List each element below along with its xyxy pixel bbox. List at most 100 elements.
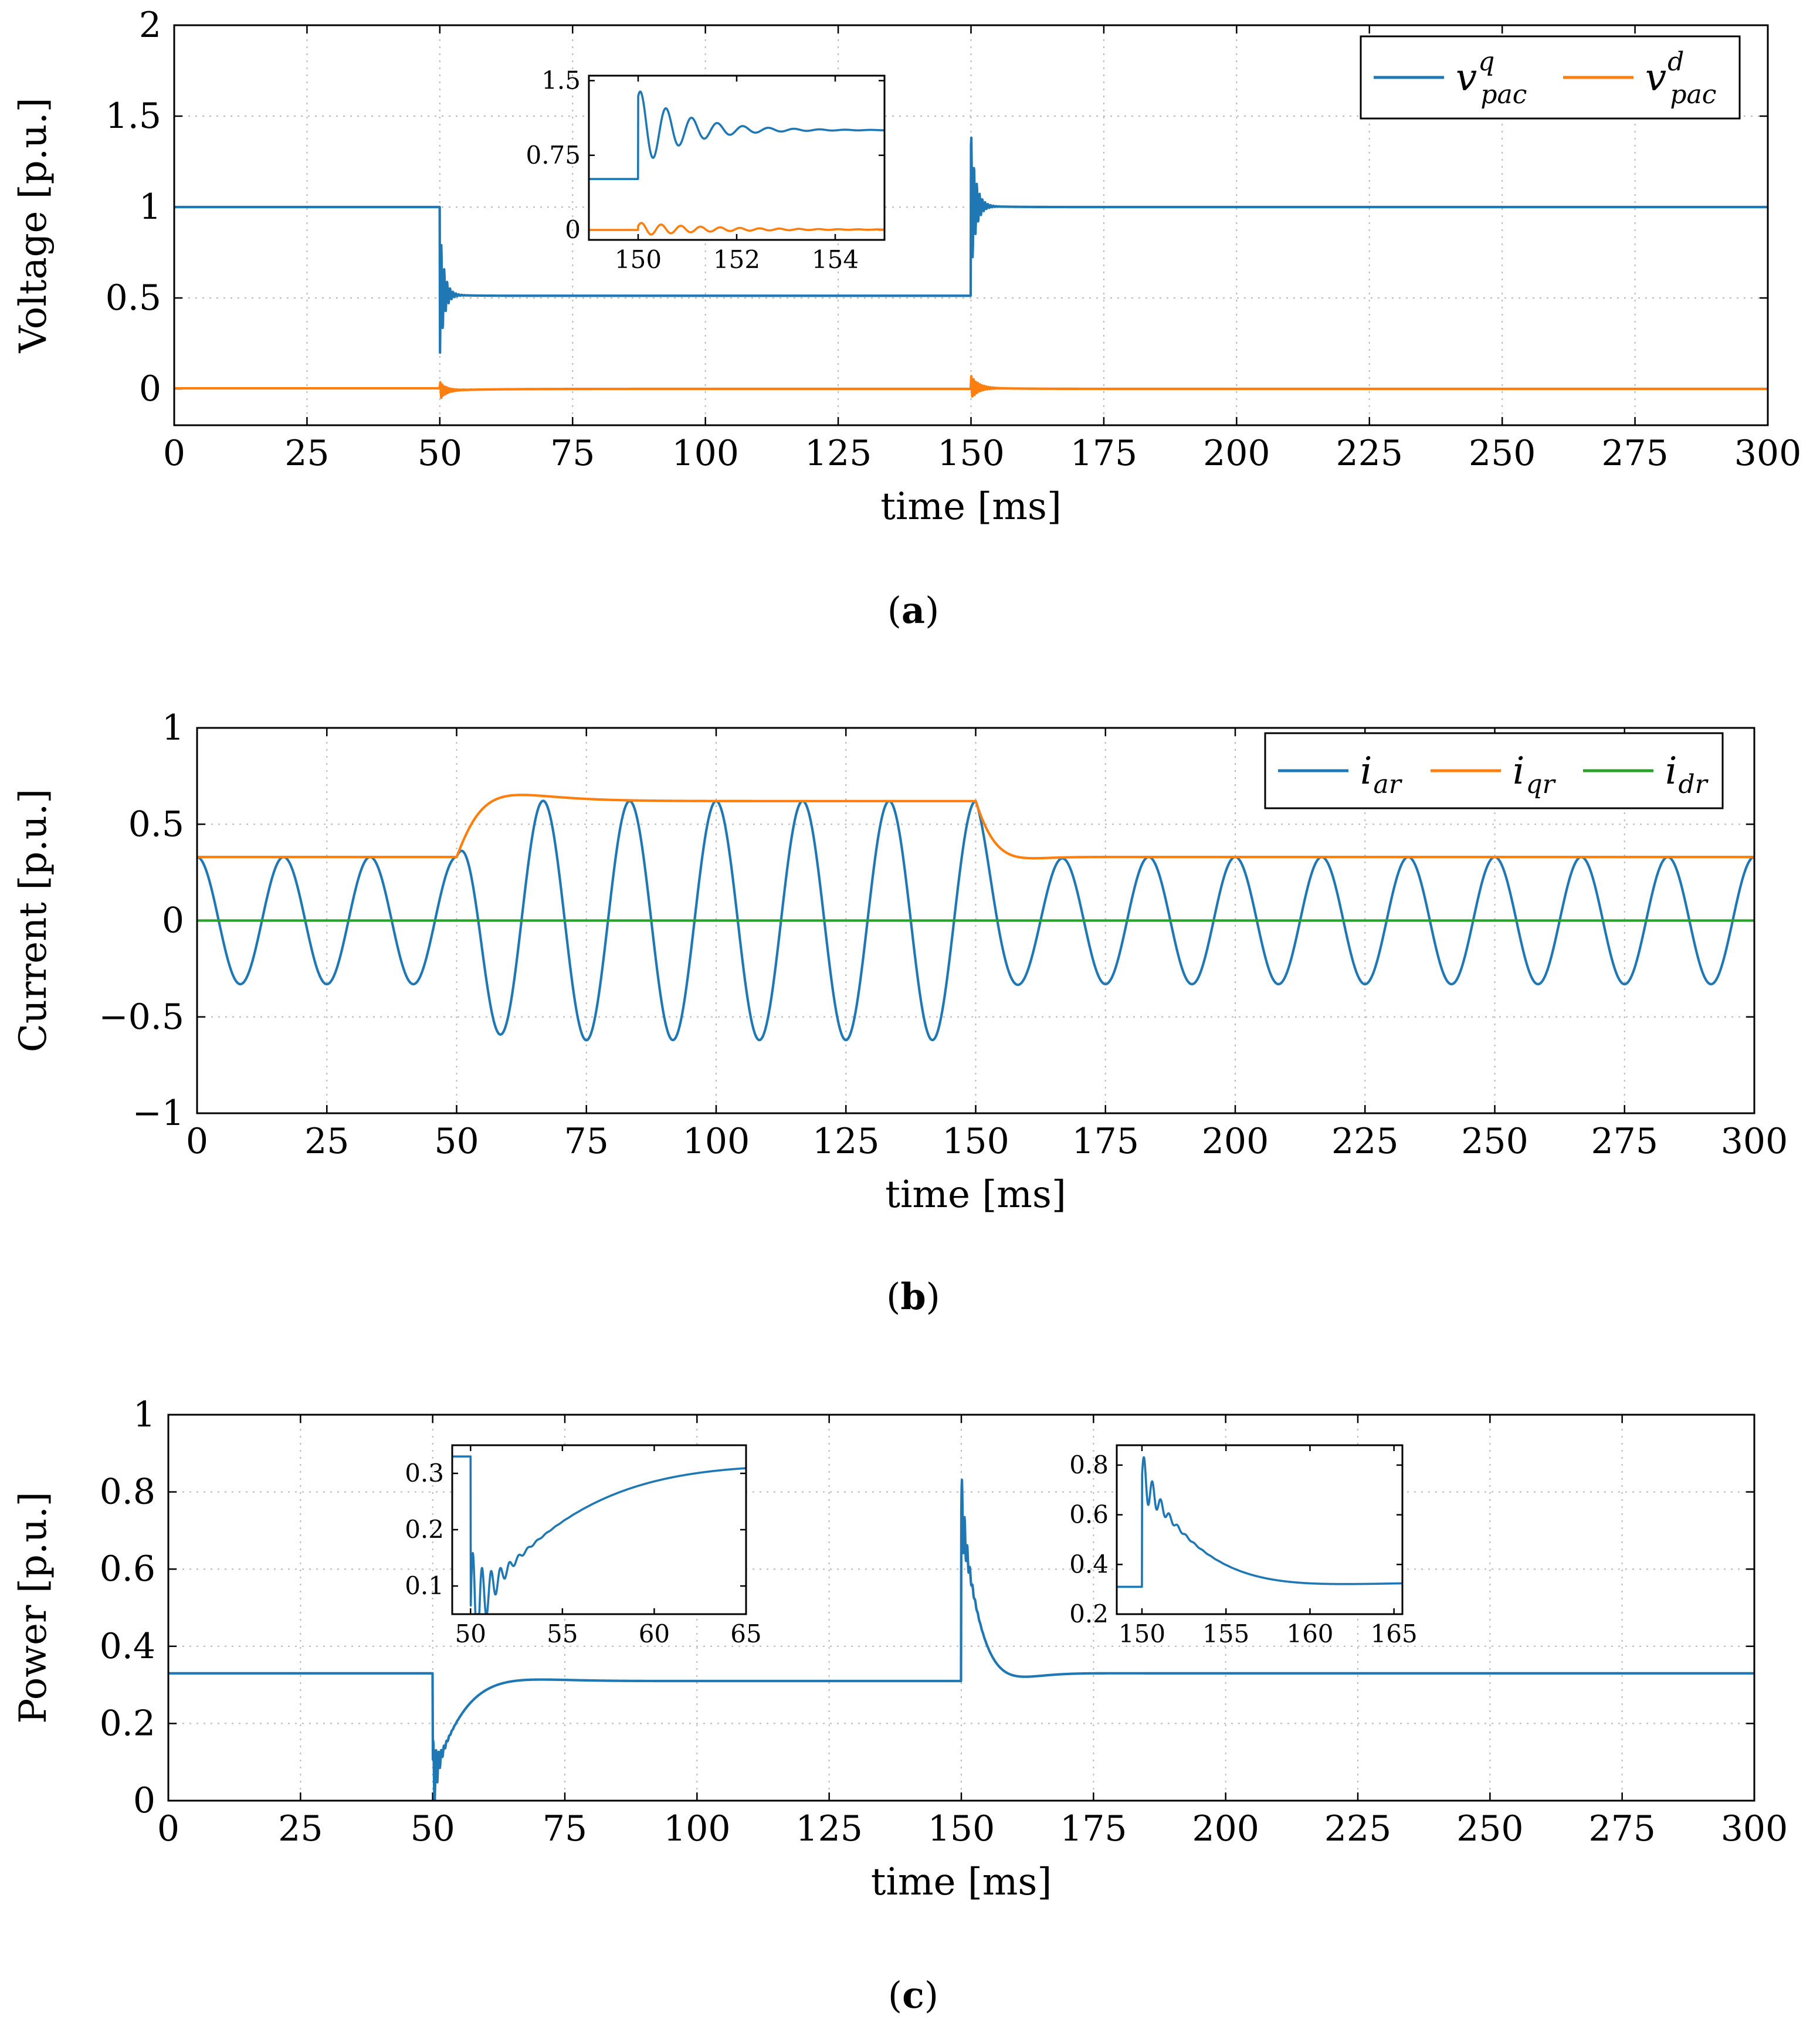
panel-b-xtick-label-1: 25 xyxy=(304,1121,349,1162)
panel-a-xtick-label-6: 150 xyxy=(937,433,1005,474)
panel-a-legend-base-1: v xyxy=(1645,56,1666,100)
panel-c-inset-0-ytick-label-1: 0.2 xyxy=(405,1515,444,1544)
panel-c-inset-1-xtick-label-0: 150 xyxy=(1119,1619,1165,1648)
panel-c-ytick-label-4: 0.8 xyxy=(100,1472,155,1513)
panel-c-inset-0-ytick-label-0: 0.1 xyxy=(405,1571,444,1600)
panel-c-inset-0: 50 55 60 65 0.1 0.2 0.3 xyxy=(405,1444,762,1648)
panel-b-xtick-label-4: 100 xyxy=(683,1121,750,1162)
panel-b-legend-base-2: i xyxy=(1665,750,1677,793)
panel-a-xtick-label-5: 125 xyxy=(805,433,872,474)
panel-b-legend-label-2: idr xyxy=(1665,750,1709,799)
panel-a-inset-0: 150 152 154 0 0.75 1.5 xyxy=(526,66,886,274)
panel-a-legend-sub-1: pac xyxy=(1670,80,1716,110)
panel-c-xtick-label-12: 300 xyxy=(1721,1808,1788,1849)
panel-a-xtick-label-12: 300 xyxy=(1734,433,1802,474)
panel-c-inset-0-xtick-label-0: 50 xyxy=(455,1619,486,1648)
panel-b-xtick-label-2: 50 xyxy=(434,1121,479,1162)
panel-c-xtick-label-4: 100 xyxy=(663,1808,731,1849)
panel-c-xtick-label-7: 175 xyxy=(1060,1808,1127,1849)
panel-b-legend-base-1: i xyxy=(1513,750,1524,793)
panel-a-series-voltage_d xyxy=(174,375,1768,399)
panel-a-inset-0-series-voltage_q xyxy=(589,90,884,180)
panel-c-inset-0-series xyxy=(452,1455,746,1614)
panel-b-xtick-label-9: 225 xyxy=(1331,1121,1399,1162)
panel-c-xtick-label-3: 75 xyxy=(543,1808,587,1849)
panel-b-legend-base-0: i xyxy=(1360,750,1372,793)
panel-c-inset-1-ytick-label-0: 0.2 xyxy=(1069,1599,1109,1628)
panel-c-xtick-label-6: 150 xyxy=(928,1808,995,1849)
panel-b-ytick-label-1: −0.5 xyxy=(99,997,184,1038)
panel-a-xtick-label-3: 75 xyxy=(550,433,595,474)
panel-c: 0 25 50 75 100 125 150 175 200 225 250 275 30000.20.… xyxy=(12,1394,1788,2017)
panel-b-legend-sub-2: dr xyxy=(1678,770,1709,799)
panel-a-series xyxy=(174,136,1768,399)
panel-a-caption-label: a xyxy=(901,589,925,632)
panel-a-xtick-label-9: 225 xyxy=(1336,433,1403,474)
panel-b-ytick-label-0: −1 xyxy=(133,1093,184,1134)
panel-a-ytick-label-3: 1.5 xyxy=(106,96,161,137)
panel-c-ytick-label-1: 0.2 xyxy=(100,1703,155,1744)
panel-a-ylabel: Voltage [p.u.] xyxy=(12,97,55,353)
panel-a-caption: (a) xyxy=(887,589,940,632)
panel-b-caption: (b) xyxy=(886,1275,940,1318)
panel-a-legend-label-0: vq pac xyxy=(1456,47,1527,110)
panel-b-legend-sub-0: ar xyxy=(1373,770,1402,799)
panel-a-inset-0-bg xyxy=(589,76,884,240)
panel-c-inset-0-ytick-label-2: 0.3 xyxy=(405,1459,444,1487)
panel-b-series-current_q xyxy=(197,794,1754,860)
panel-c-caption-close: ) xyxy=(924,1974,938,2017)
panel-a-legend: vq pac vd pac xyxy=(1360,35,1741,120)
panel-c-xtick-label-11: 275 xyxy=(1588,1808,1656,1849)
panel-b-xtick-label-8: 200 xyxy=(1202,1121,1269,1162)
panel-a-xtick-label-1: 25 xyxy=(284,433,329,474)
panel-c-inset-1: 150 155 160 165 0.2 0.4 0.6 0.8 xyxy=(1069,1444,1418,1648)
panel-a-xlabel: time [ms] xyxy=(880,485,1062,528)
panel-a-inset-0-frame xyxy=(588,74,886,241)
panel-a-legend-sup-0: q xyxy=(1478,47,1494,77)
panel-b-xtick-label-7: 175 xyxy=(1072,1121,1139,1162)
panel-c-frame xyxy=(167,1414,1755,1802)
panel-a-legend-sup-1: d xyxy=(1668,47,1684,77)
panel-a-xtick-label-11: 275 xyxy=(1601,433,1669,474)
panel-b-frame xyxy=(196,727,1755,1114)
panel-a-inset-0-ytick-label-1: 0.75 xyxy=(526,141,581,170)
panel-b-legend: iar iqr idr xyxy=(1264,732,1724,809)
panel-c-series-power xyxy=(168,1479,1754,1801)
panel-c-inset-1-frame xyxy=(1116,1444,1404,1615)
panel-a-xtick-label-7: 175 xyxy=(1070,433,1138,474)
panel-c-inset-1-series xyxy=(1117,1456,1402,1588)
panel-c-xlabel: time [ms] xyxy=(871,1860,1052,1904)
panel-b-caption-open: ( xyxy=(886,1275,900,1318)
panel-c-ytick-label-3: 0.6 xyxy=(100,1548,155,1590)
panel-c-xtick-label-10: 250 xyxy=(1456,1808,1524,1849)
panel-b-xtick-label-6: 150 xyxy=(942,1121,1009,1162)
panel-c-ytick-label-5: 1 xyxy=(133,1394,155,1435)
panel-c-ytick-label-2: 0.4 xyxy=(100,1626,155,1667)
panel-c-inset-0-frame xyxy=(451,1444,747,1615)
panel-c-inset-0-xtick-label-1: 55 xyxy=(547,1619,578,1648)
panel-a-xtick-label-0: 0 xyxy=(163,433,185,474)
panel-c-xtick-label-9: 225 xyxy=(1324,1808,1392,1849)
panel-b-xtick-label-11: 275 xyxy=(1591,1121,1658,1162)
panel-a-xtick-label-8: 200 xyxy=(1203,433,1270,474)
panel-a-series-voltage_q xyxy=(174,136,1768,354)
panel-c-inset-1-xtick-label-3: 165 xyxy=(1371,1619,1418,1648)
panel-b-ytick-label-2: 0 xyxy=(162,900,184,941)
panel-b-series xyxy=(197,794,1754,1042)
panel-b-xlabel: time [ms] xyxy=(885,1173,1066,1216)
panel-c-xtick-label-1: 25 xyxy=(278,1808,323,1849)
panel-c-inset-0-xtick-label-3: 65 xyxy=(730,1619,761,1648)
panel-b-caption-label: b xyxy=(900,1275,926,1318)
panel-c-inset-0-xtick-label-2: 60 xyxy=(639,1619,670,1648)
panel-a-inset-0-xtick-label-1: 152 xyxy=(713,245,760,274)
panel-c-caption-label: c xyxy=(902,1974,924,2017)
panel-a-legend-label-1: vd pac xyxy=(1645,47,1716,110)
panel-c-inset-1-ytick-label-3: 0.8 xyxy=(1069,1451,1109,1479)
panel-b-xtick-label-10: 250 xyxy=(1461,1121,1528,1162)
panel-a-ytick-label-0: 0 xyxy=(139,368,161,409)
panel-a-legend-sub-0: pac xyxy=(1480,80,1527,110)
panel-a-inset-0-series xyxy=(589,90,884,236)
panel-c-inset-1-series-power xyxy=(1117,1456,1402,1588)
panel-c-series xyxy=(168,1479,1754,1801)
panel-b-legend-label-0: iar xyxy=(1360,750,1403,799)
